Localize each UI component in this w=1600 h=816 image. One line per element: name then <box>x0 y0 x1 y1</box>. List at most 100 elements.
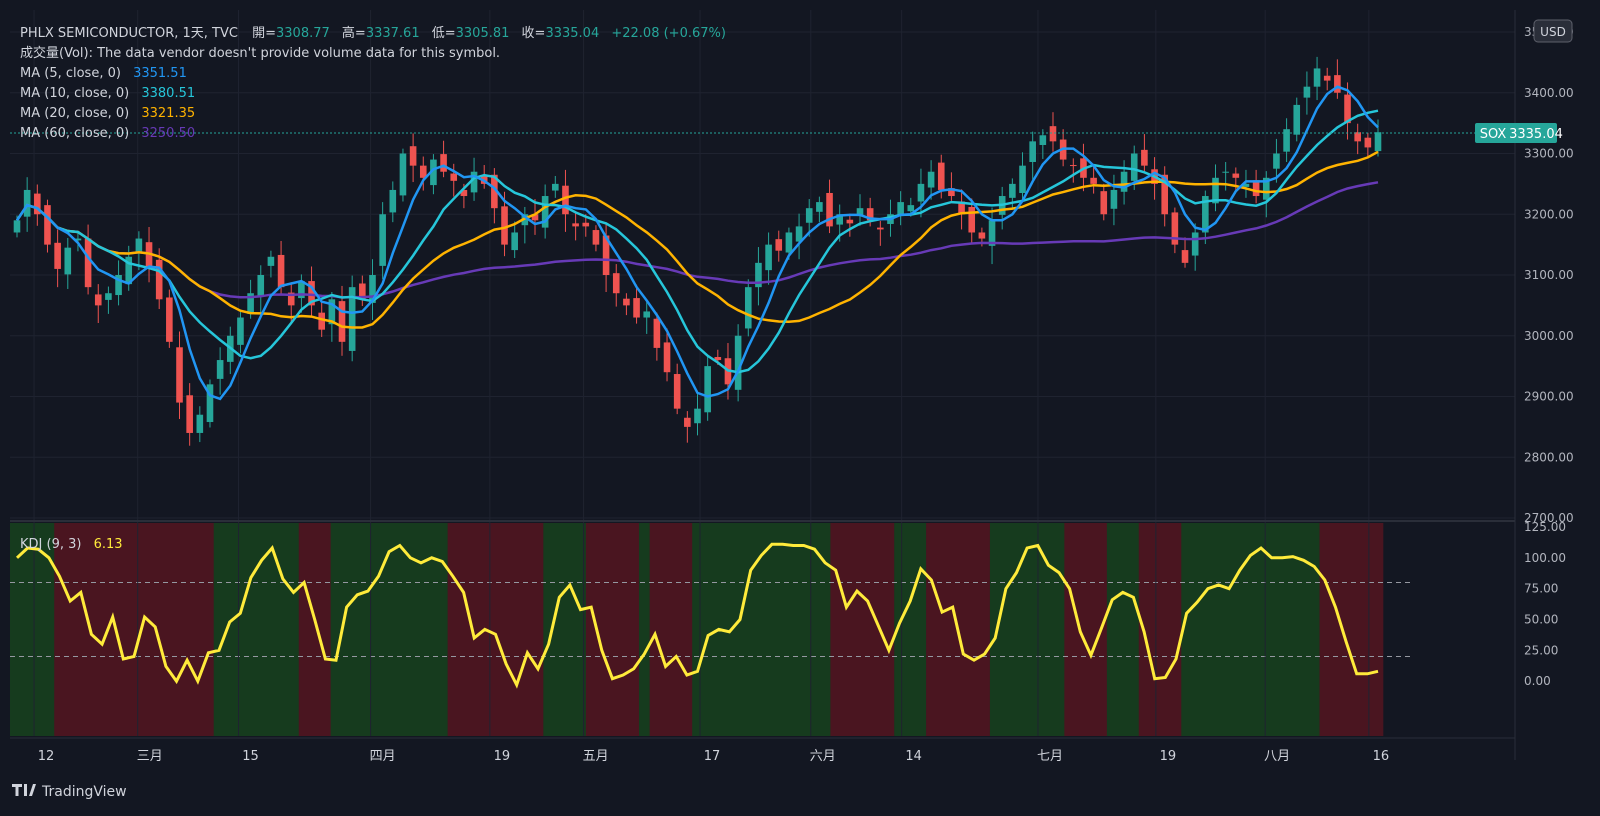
candle[interactable] <box>968 198 976 245</box>
candle[interactable] <box>1354 123 1361 155</box>
candle[interactable] <box>1171 207 1179 254</box>
candle[interactable] <box>1212 164 1219 212</box>
candle[interactable] <box>1069 158 1077 183</box>
candle[interactable] <box>592 225 600 252</box>
candle[interactable] <box>237 312 244 354</box>
candle[interactable] <box>1252 169 1260 204</box>
candle[interactable] <box>948 172 955 201</box>
currency-button[interactable]: USD <box>1533 19 1573 43</box>
candle[interactable] <box>1262 171 1270 218</box>
candle[interactable] <box>135 231 143 271</box>
candle[interactable] <box>1364 132 1372 157</box>
candle[interactable] <box>84 224 92 295</box>
candle[interactable] <box>846 213 854 237</box>
candle[interactable] <box>115 260 122 306</box>
candle[interactable] <box>1181 237 1189 268</box>
candle[interactable] <box>359 275 366 306</box>
candle[interactable] <box>653 312 661 361</box>
candle[interactable] <box>1313 56 1321 101</box>
candle[interactable] <box>1019 152 1026 201</box>
candle[interactable] <box>602 222 610 293</box>
candle[interactable] <box>1334 59 1341 99</box>
candle[interactable] <box>663 328 671 382</box>
candle[interactable] <box>1090 166 1097 194</box>
candle[interactable] <box>196 406 204 443</box>
candle[interactable] <box>419 156 427 191</box>
candle[interactable] <box>1273 138 1280 183</box>
candle[interactable] <box>450 163 458 197</box>
candle[interactable] <box>389 181 397 223</box>
candle[interactable] <box>379 202 386 280</box>
candle[interactable] <box>927 160 935 200</box>
candle[interactable] <box>369 259 376 320</box>
candle[interactable] <box>1141 134 1148 172</box>
candle[interactable] <box>1242 169 1250 198</box>
candle[interactable] <box>166 289 173 348</box>
candle[interactable] <box>734 324 742 402</box>
candle[interactable] <box>633 284 640 324</box>
candle[interactable] <box>34 184 41 226</box>
candle[interactable] <box>755 247 762 306</box>
candle[interactable] <box>328 292 336 342</box>
candle[interactable] <box>805 199 813 237</box>
candle[interactable] <box>684 411 691 443</box>
candle[interactable] <box>267 250 275 278</box>
candle[interactable] <box>1283 118 1290 163</box>
candle[interactable] <box>216 347 224 395</box>
candle[interactable] <box>816 196 823 223</box>
candle[interactable] <box>206 379 214 428</box>
candle[interactable] <box>775 230 783 262</box>
candle[interactable] <box>1100 183 1108 221</box>
candle[interactable] <box>186 383 193 446</box>
candle[interactable] <box>105 286 112 314</box>
candle[interactable] <box>877 220 884 246</box>
candle[interactable] <box>54 229 61 288</box>
candle[interactable] <box>917 168 925 218</box>
candle[interactable] <box>399 148 407 202</box>
candle[interactable] <box>1161 166 1169 227</box>
candle[interactable] <box>623 293 630 316</box>
candle[interactable] <box>1110 174 1118 226</box>
candle[interactable] <box>1029 131 1036 180</box>
candle[interactable] <box>409 133 417 183</box>
candle[interactable] <box>826 179 833 234</box>
candle[interactable] <box>1222 162 1229 191</box>
candle[interactable] <box>1303 71 1311 115</box>
candle[interactable] <box>744 279 752 337</box>
candle[interactable] <box>562 169 569 232</box>
candle[interactable] <box>694 394 701 436</box>
candle[interactable] <box>1049 112 1057 152</box>
candle[interactable] <box>612 264 620 307</box>
candle[interactable] <box>430 154 437 195</box>
candle[interactable] <box>308 266 315 317</box>
candle[interactable] <box>1202 190 1209 245</box>
candle[interactable] <box>155 248 163 310</box>
candle[interactable] <box>795 213 803 260</box>
candle[interactable] <box>348 275 356 362</box>
candle[interactable] <box>704 355 711 421</box>
candle[interactable] <box>531 199 539 235</box>
candle[interactable] <box>44 199 51 253</box>
candle[interactable] <box>1191 223 1199 271</box>
candle[interactable] <box>1039 129 1047 159</box>
candle[interactable] <box>501 191 508 257</box>
candle[interactable] <box>94 284 102 323</box>
tradingview-logo[interactable]: TradingView <box>12 784 127 800</box>
candle[interactable] <box>958 189 965 230</box>
candle[interactable] <box>176 331 183 419</box>
price-pane[interactable] <box>10 10 1515 518</box>
candle[interactable] <box>552 175 559 198</box>
candle[interactable] <box>897 191 904 226</box>
candle[interactable] <box>1323 67 1331 91</box>
candle[interactable] <box>440 140 447 178</box>
candle[interactable] <box>1293 97 1301 142</box>
candle[interactable] <box>643 301 651 334</box>
candle[interactable] <box>572 211 579 241</box>
candle[interactable] <box>1232 167 1240 193</box>
candle[interactable] <box>765 232 772 285</box>
candle[interactable] <box>511 221 518 258</box>
candle[interactable] <box>988 207 996 265</box>
candle[interactable] <box>541 184 549 239</box>
candle[interactable] <box>257 265 265 313</box>
